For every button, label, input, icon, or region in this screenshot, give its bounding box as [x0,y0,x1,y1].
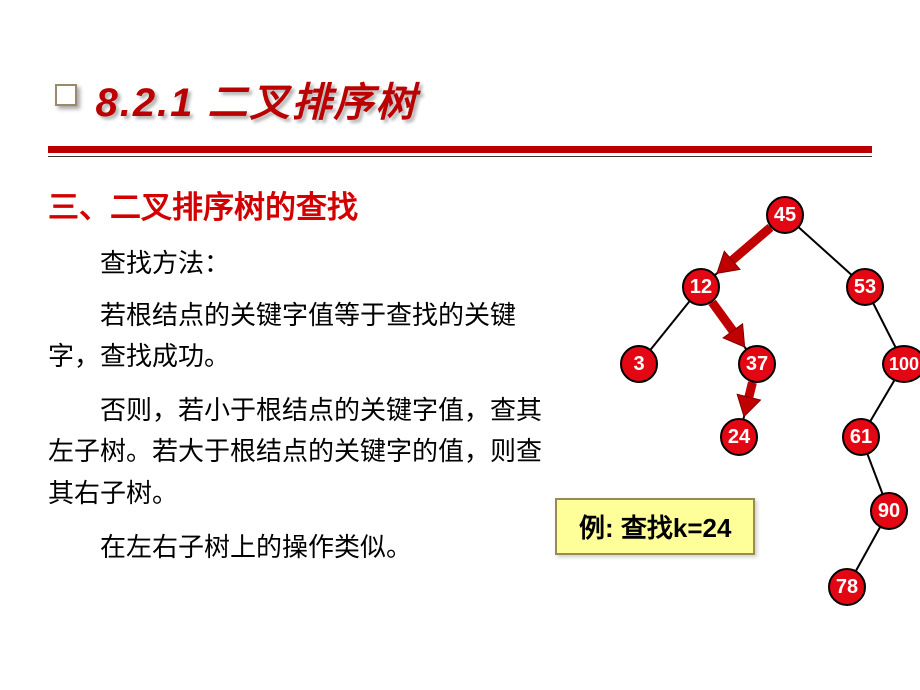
title-underline-thin [48,156,872,157]
tree-node: 61 [842,418,880,456]
title-bullet-square [55,84,77,106]
search-arrow-head [737,394,760,416]
tree-node: 53 [846,268,884,306]
search-path-arrows-svg [590,180,920,620]
title-row: 8.2.1 二叉排序树 [0,0,920,138]
slide-title: 8.2.1 二叉排序树 [95,81,417,125]
tree-node: 90 [870,492,908,530]
tree-node: 78 [828,568,866,606]
tree-node: 24 [720,418,758,456]
tree-node: 12 [682,268,720,306]
tree-node: 45 [766,196,804,234]
paragraph-equal-case: 若根结点的关键字值等于查找的关键字，查找成功。 [48,295,548,378]
tree-node: 37 [738,345,776,383]
title-underline-thick [48,146,872,153]
paragraph-recurse: 在左右子树上的操作类似。 [48,527,548,569]
paragraph-method-label: 查找方法： [48,243,548,285]
bst-diagram: 45125333710024619078 [590,180,900,620]
tree-node: 3 [620,345,658,383]
paragraph-less-greater-case: 否则，若小于根结点的关键字值，查其左子树。若大于根结点的关键字的值，则查其右子树… [48,390,548,515]
tree-node: 100 [882,345,920,383]
